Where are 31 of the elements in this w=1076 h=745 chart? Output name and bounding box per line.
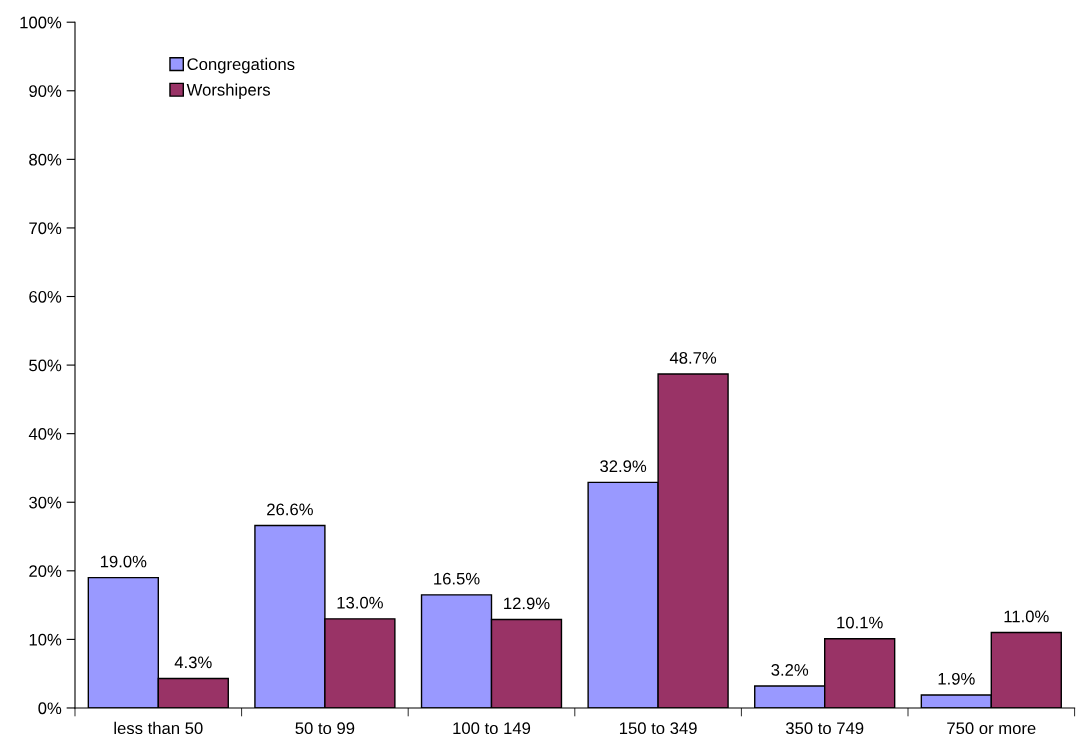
data-label: 1.9% bbox=[938, 672, 975, 685]
y-tick-label: 90% bbox=[29, 85, 62, 97]
legend-label: Congregations bbox=[187, 57, 295, 74]
x-tick-label: less than 50 bbox=[114, 721, 203, 735]
x-tick-label: 100 to 149 bbox=[453, 722, 531, 735]
y-tick-label: 10% bbox=[29, 633, 62, 646]
data-label: 32.9% bbox=[600, 460, 647, 473]
x-tick-label: 350 to 749 bbox=[785, 722, 864, 735]
y-tick-label: 100% bbox=[20, 16, 62, 29]
x-tick-label: 750 or more bbox=[947, 722, 1036, 735]
data-label: 48.7% bbox=[669, 351, 717, 364]
data-label: 10.1% bbox=[837, 616, 883, 629]
y-tick-label: 40% bbox=[28, 428, 62, 440]
y-tick-label: 20% bbox=[29, 565, 62, 578]
data-label: 4.3% bbox=[174, 656, 212, 669]
y-tick-label: 60% bbox=[29, 290, 62, 303]
x-tick-label: 150 to 349 bbox=[619, 722, 697, 735]
y-tick-label: 80% bbox=[29, 153, 62, 166]
y-tick-label: 70% bbox=[29, 222, 62, 235]
data-label: 12.9% bbox=[504, 597, 550, 610]
data-label: 16.5% bbox=[434, 572, 480, 585]
x-tick-label: 50 to 99 bbox=[295, 722, 355, 735]
y-tick-label: 0% bbox=[38, 702, 62, 715]
data-label: 11.0% bbox=[1004, 610, 1049, 623]
data-label: 26.6% bbox=[267, 503, 313, 516]
data-label: 13.0% bbox=[337, 596, 383, 609]
y-tick-label: 50% bbox=[29, 359, 62, 372]
data-label: 19.0% bbox=[100, 555, 147, 568]
y-tick-label: 30% bbox=[29, 496, 62, 509]
legend-label: Worshipers bbox=[186, 83, 271, 100]
data-label: 3.2% bbox=[771, 663, 809, 676]
